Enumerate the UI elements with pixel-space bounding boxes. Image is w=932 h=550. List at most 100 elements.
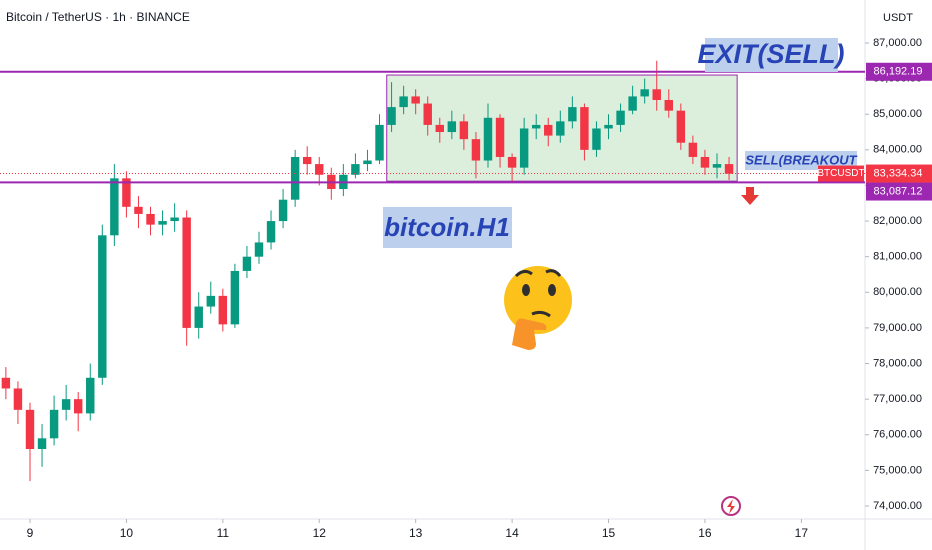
annotation-box xyxy=(745,151,857,170)
candle-body xyxy=(628,96,637,111)
candle-body xyxy=(459,121,469,140)
x-tick-label: 9 xyxy=(27,526,34,540)
candle-body xyxy=(37,438,47,450)
y-tick-label: 84,000.00 xyxy=(873,144,922,156)
candle-body xyxy=(49,409,59,439)
candle-body xyxy=(110,178,119,236)
candle-body xyxy=(592,128,601,150)
price-label-box xyxy=(866,164,932,183)
candle-body xyxy=(302,156,312,165)
candle-body xyxy=(315,164,324,175)
annotation-box xyxy=(383,207,512,248)
candle-body xyxy=(700,156,710,168)
x-tick-label: 10 xyxy=(120,526,134,540)
price-label-box xyxy=(866,62,932,81)
price-label-box xyxy=(866,182,932,201)
candle-body xyxy=(73,399,83,414)
candle-body xyxy=(387,107,396,125)
price-label: 83,087.12 xyxy=(874,185,923,197)
candle-body xyxy=(531,124,541,129)
candle-body xyxy=(218,295,228,325)
candle-body xyxy=(399,96,408,108)
x-tick-label: 16 xyxy=(698,526,712,540)
y-tick-label: 82,000.00 xyxy=(873,215,922,227)
candle-body xyxy=(483,117,493,161)
candle-body xyxy=(544,124,553,136)
price-label: 86,192.19 xyxy=(874,66,923,78)
candle-body xyxy=(568,107,577,122)
candle-body xyxy=(375,124,384,161)
candle-body xyxy=(495,117,505,157)
plot xyxy=(0,60,865,482)
candle-body xyxy=(519,128,529,168)
candle-body xyxy=(290,156,300,200)
candle-body xyxy=(206,295,215,307)
x-tick-label: 17 xyxy=(795,526,809,540)
candle-body xyxy=(134,206,143,214)
y-tick-label: 79,000.00 xyxy=(873,322,922,334)
candle-body xyxy=(254,242,264,257)
symbol-label-box xyxy=(818,165,864,182)
candle-body xyxy=(724,164,734,174)
y-axis-label: USDT xyxy=(883,12,913,24)
y-tick-label: 81,000.00 xyxy=(873,251,922,263)
candle-body xyxy=(435,124,444,133)
candle-body xyxy=(411,96,420,104)
candle-body xyxy=(278,199,288,222)
candle-body xyxy=(170,217,179,222)
chart-title: Bitcoin / TetherUS · 1h · BINANCE xyxy=(6,10,190,24)
y-tick-label: 80,000.00 xyxy=(873,286,922,298)
x-tick-label: 13 xyxy=(409,526,423,540)
thinking-emoji xyxy=(504,266,572,350)
candle-body xyxy=(447,121,457,133)
candle-body xyxy=(423,103,432,125)
y-tick-label: 76,000.00 xyxy=(873,429,922,441)
y-tick-label: 75,000.00 xyxy=(873,464,922,476)
candle-body xyxy=(351,164,360,175)
candle-body xyxy=(688,142,698,157)
candle-body xyxy=(1,377,11,389)
logo xyxy=(721,496,741,516)
annotation: SELL(BREAKOUT xyxy=(745,152,857,167)
candle-body xyxy=(664,99,674,111)
candle-body xyxy=(194,306,203,328)
candle-body xyxy=(61,399,71,410)
annotation: EXIT(SELL) xyxy=(698,39,845,69)
candle-body xyxy=(363,160,372,165)
y-tick-label: 85,000.00 xyxy=(873,108,922,120)
candle-body xyxy=(13,388,23,410)
candle-body xyxy=(266,221,276,243)
candle-body xyxy=(604,124,613,129)
candle-body xyxy=(182,217,191,328)
annotation: bitcoin.H1 xyxy=(384,212,510,242)
annotation-box xyxy=(705,38,838,72)
candle-body xyxy=(242,256,252,271)
candle-body xyxy=(556,121,565,136)
candle-body xyxy=(652,89,661,100)
candle-body xyxy=(158,221,167,225)
price-label: 83,334.34 xyxy=(874,167,923,179)
y-tick-label: 78,000.00 xyxy=(873,357,922,369)
y-tick-label: 87,000.00 xyxy=(873,37,922,49)
candle-body xyxy=(122,178,131,207)
candle-body xyxy=(25,409,35,450)
x-tick-label: 12 xyxy=(313,526,327,540)
candle-body xyxy=(98,235,107,378)
candle-body xyxy=(580,107,589,150)
candle-body xyxy=(471,139,481,161)
candle-body xyxy=(146,213,155,225)
down-arrow xyxy=(741,187,759,205)
candle-body xyxy=(86,377,95,414)
x-tick-label: 14 xyxy=(505,526,519,540)
candle-body xyxy=(230,270,240,325)
candle-body xyxy=(712,164,722,168)
x-tick-label: 11 xyxy=(217,526,230,540)
candle-body xyxy=(616,110,625,125)
y-tick-label: 77,000.00 xyxy=(873,393,922,405)
y-tick-label: 74,000.00 xyxy=(873,500,922,512)
candle-body xyxy=(507,156,517,168)
candle-body xyxy=(640,89,649,97)
symbol-label: BTCUSDT xyxy=(817,168,864,179)
